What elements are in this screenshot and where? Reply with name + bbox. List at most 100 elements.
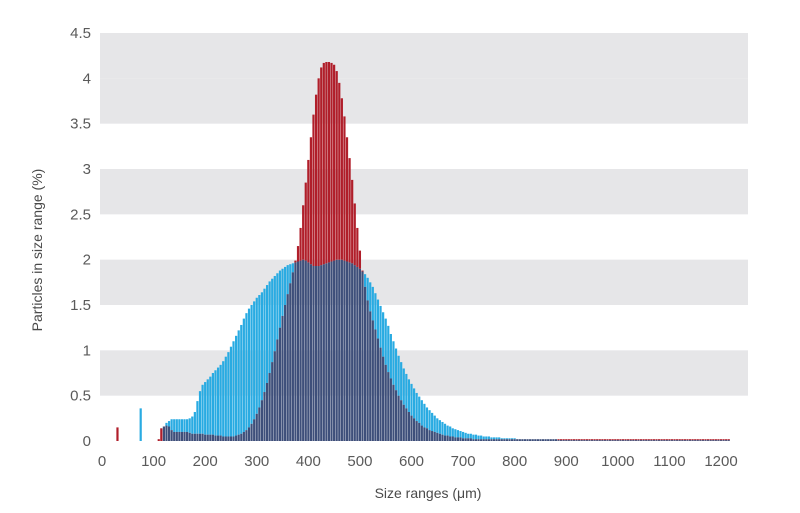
bar-overlap	[428, 430, 431, 441]
bar-red	[629, 439, 632, 441]
bar-overlap	[531, 439, 534, 441]
bar-overlap	[655, 440, 658, 441]
bar-blue	[402, 368, 405, 405]
bar-overlap	[665, 440, 668, 441]
bar-overlap	[443, 435, 447, 441]
bar-blue	[428, 410, 431, 431]
bar-overlap	[214, 435, 217, 441]
bar-blue	[286, 265, 289, 295]
bar-overlap	[255, 413, 258, 441]
bar-blue	[389, 334, 392, 379]
bar-overlap	[412, 418, 416, 441]
bar-overlap	[696, 440, 699, 441]
bar-blue	[384, 318, 387, 365]
bar-overlap	[681, 440, 684, 441]
bar-overlap	[327, 262, 331, 441]
bar-overlap	[201, 433, 204, 441]
bar-overlap	[387, 372, 390, 441]
bar-blue	[474, 434, 478, 440]
bar-red	[621, 439, 625, 441]
bar-overlap	[627, 440, 630, 441]
bar-blue	[196, 401, 199, 434]
bar-blue	[492, 437, 496, 440]
bar-overlap	[691, 440, 694, 441]
bar-blue	[410, 383, 413, 416]
grid-band	[100, 169, 748, 215]
bar-red	[312, 114, 315, 267]
bar-red	[645, 439, 648, 441]
bar-overlap	[585, 440, 588, 441]
bar-overlap	[258, 407, 261, 441]
bar-blue	[245, 313, 248, 431]
bar-blue	[273, 275, 276, 352]
bar-overlap	[242, 431, 245, 441]
bar-red	[588, 439, 591, 441]
bar-overlap	[265, 382, 269, 441]
bar-overlap	[459, 437, 462, 441]
bar-red	[601, 439, 604, 441]
bar-overlap	[178, 431, 181, 441]
bar-red	[562, 439, 565, 441]
bar-blue	[260, 292, 264, 401]
bar-red	[317, 78, 320, 267]
bar-blue	[503, 438, 506, 440]
bar-overlap	[286, 294, 289, 441]
bar-overlap	[642, 440, 645, 441]
bar-overlap	[216, 435, 220, 441]
bar-overlap	[699, 440, 702, 441]
bar-red	[299, 227, 302, 261]
bar-blue	[510, 438, 514, 440]
bar-blue	[456, 430, 460, 438]
bar-overlap	[173, 431, 176, 441]
bar-overlap	[276, 339, 279, 441]
bar-red	[694, 439, 697, 441]
bar-blue	[461, 431, 465, 439]
bar-overlap	[379, 347, 382, 441]
bar-blue	[271, 278, 274, 363]
bar-overlap	[590, 440, 594, 441]
bar-overlap	[660, 440, 663, 441]
bar-blue	[423, 403, 426, 428]
bar-overlap	[518, 439, 521, 441]
bar-overlap	[193, 433, 196, 441]
bar-overlap	[253, 419, 256, 441]
bar-overlap	[271, 362, 274, 441]
bar-overlap	[415, 421, 418, 441]
bar-overlap	[652, 440, 656, 441]
bar-red	[709, 439, 712, 441]
bar-red	[719, 439, 723, 441]
bar-overlap	[392, 384, 395, 441]
bar-red	[606, 439, 609, 441]
bar-overlap	[624, 440, 627, 441]
bar-overlap	[593, 440, 596, 441]
bar-overlap	[425, 428, 429, 441]
bar-red	[683, 439, 686, 441]
bar-overlap	[603, 440, 607, 441]
bar-blue	[139, 408, 142, 441]
bar-blue	[500, 438, 503, 440]
bar-red	[717, 439, 720, 441]
bar-overlap	[562, 440, 565, 441]
bar-red	[673, 439, 676, 441]
bar-blue	[232, 341, 235, 437]
bar-blue	[485, 436, 488, 440]
bar-blue	[487, 436, 490, 440]
bar-red	[652, 439, 656, 441]
bar-blue	[173, 419, 176, 432]
bar-red	[351, 179, 354, 264]
bar-blue	[291, 263, 294, 273]
bar-blue	[255, 297, 258, 414]
bar-overlap	[495, 439, 498, 441]
bar-overlap	[402, 404, 405, 441]
bar-blue	[400, 362, 403, 401]
bar-overlap	[513, 439, 516, 441]
y-tick-label: 3.5	[70, 116, 91, 133]
bar-overlap	[397, 395, 400, 441]
bar-overlap	[456, 437, 460, 441]
bar-blue	[459, 431, 462, 438]
bar-blue	[454, 429, 457, 438]
bar-red	[314, 94, 318, 267]
bar-blue	[229, 346, 233, 437]
bar-overlap	[606, 440, 609, 441]
bar-overlap	[289, 283, 292, 441]
